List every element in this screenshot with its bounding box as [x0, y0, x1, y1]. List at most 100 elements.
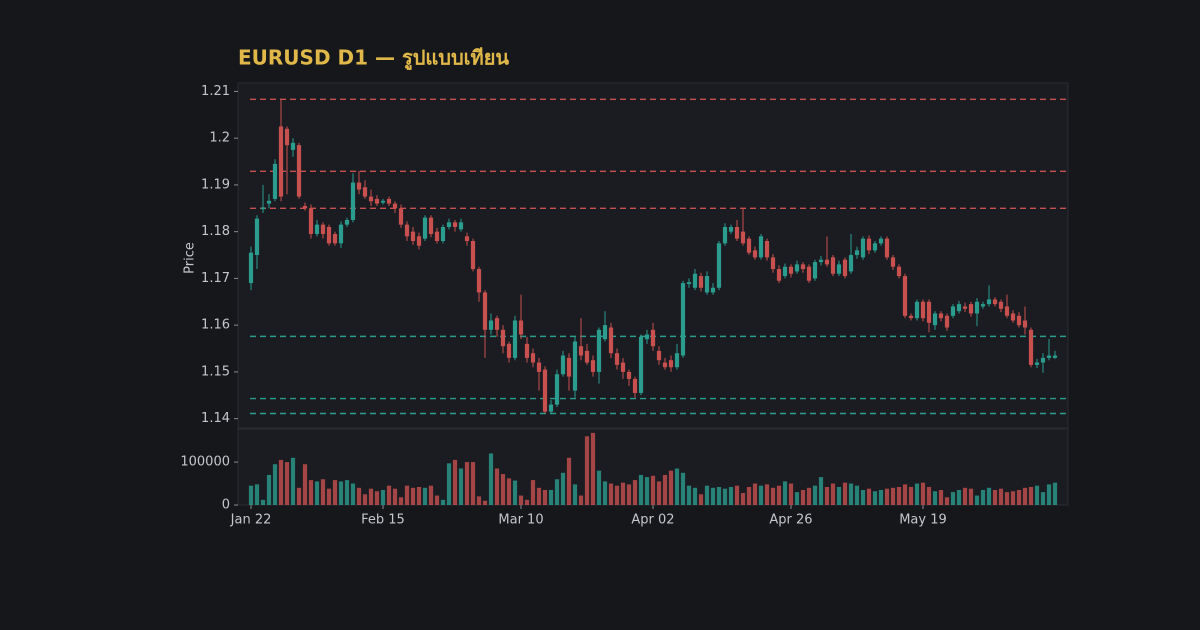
volume-bar	[350, 483, 356, 505]
volume-bar	[998, 488, 1004, 505]
volume-bar	[644, 477, 650, 505]
candle-body	[884, 238, 890, 258]
volume-bar	[332, 480, 338, 505]
candle-body	[350, 182, 356, 220]
volume-bar	[836, 486, 842, 505]
candle-body	[404, 224, 410, 237]
candle-body	[608, 327, 614, 354]
volume-bar	[914, 483, 920, 505]
candle-body	[770, 257, 776, 270]
candle-body	[866, 238, 872, 251]
volume-bar	[884, 488, 890, 505]
y-tick-label: 1.19	[201, 177, 230, 192]
candle-body	[572, 341, 578, 391]
candle-body	[836, 264, 842, 274]
candle-body	[272, 163, 278, 199]
candle-body	[656, 350, 662, 361]
volume-bar	[302, 464, 308, 505]
volume-bar	[944, 497, 950, 505]
volume-bar	[1028, 486, 1034, 505]
candle-body	[326, 226, 332, 244]
volume-bar	[326, 488, 332, 505]
candle-body	[518, 320, 524, 335]
volume-bar	[962, 487, 968, 505]
volume-bar	[314, 481, 320, 505]
volume-bar	[440, 499, 446, 505]
volume-bar	[632, 480, 638, 505]
candle-body	[368, 196, 374, 202]
candle-body	[818, 259, 824, 263]
candle-body	[602, 325, 608, 340]
candle-body	[716, 243, 722, 288]
volume-bar	[986, 487, 992, 505]
volume-bar	[818, 477, 824, 505]
volume-bar	[518, 495, 524, 505]
candle-body	[500, 329, 506, 347]
volume-bar	[662, 474, 668, 505]
volume-bar	[866, 488, 872, 505]
volume-bar	[458, 468, 464, 505]
candle-body	[488, 320, 494, 330]
volume-bar	[902, 484, 908, 505]
volume-bar	[536, 487, 542, 505]
volume-bar	[800, 489, 806, 505]
volume-bar	[344, 480, 350, 505]
candle-body	[1028, 329, 1034, 365]
volume-bar	[248, 485, 254, 505]
candle-body	[644, 334, 650, 340]
candle-body	[356, 182, 362, 190]
volume-bar	[554, 479, 560, 505]
candle-body	[458, 222, 464, 230]
volume-bar	[668, 470, 674, 505]
candle-body	[506, 343, 512, 358]
candle-body	[452, 222, 458, 227]
volume-bar	[404, 485, 410, 505]
volume-bar	[506, 478, 512, 505]
candle-body	[926, 301, 932, 323]
x-tick-label: May 19	[899, 513, 947, 528]
volume-bar	[686, 485, 692, 505]
y-tick-label: 1.16	[201, 318, 230, 333]
candle-body	[554, 374, 560, 405]
y-tick-label: 1.15	[201, 364, 230, 379]
volume-bar	[422, 487, 428, 505]
volume-bar	[968, 488, 974, 505]
volume-bar	[1052, 482, 1058, 505]
volume-bar	[746, 486, 752, 505]
candle-body	[482, 292, 488, 330]
candle-body	[890, 257, 896, 267]
volume-bar	[584, 436, 590, 505]
candle-body	[794, 264, 800, 272]
candle-body	[296, 145, 302, 197]
candle-body	[752, 250, 758, 258]
volume-bar	[950, 492, 956, 505]
volume-bar	[614, 485, 620, 505]
candle-body	[560, 355, 566, 375]
volume-bar	[956, 489, 962, 505]
candle-body	[764, 241, 770, 258]
candle-body	[782, 266, 788, 277]
candle-body	[1022, 320, 1028, 328]
volume-bar	[824, 486, 830, 505]
volume-bar	[1004, 492, 1010, 505]
volume-bar	[362, 494, 368, 505]
candle-body	[254, 218, 260, 256]
candle-body	[962, 306, 968, 309]
candle-body	[788, 266, 794, 274]
candle-body	[248, 252, 254, 284]
volume-bar	[932, 491, 938, 505]
candle-body	[812, 262, 818, 279]
candle-body	[776, 269, 782, 281]
candle-body	[968, 304, 974, 314]
volume-bar	[476, 496, 482, 505]
volume-bar	[620, 482, 626, 505]
volume-bar	[338, 481, 344, 505]
volume-bar	[1022, 487, 1028, 505]
volume-bar	[560, 472, 566, 505]
volume-bar	[290, 457, 296, 505]
candle-body	[524, 343, 530, 358]
volume-bar	[974, 495, 980, 505]
candle-body	[278, 126, 284, 197]
candle-body	[470, 241, 476, 270]
volume-bar	[830, 483, 836, 505]
